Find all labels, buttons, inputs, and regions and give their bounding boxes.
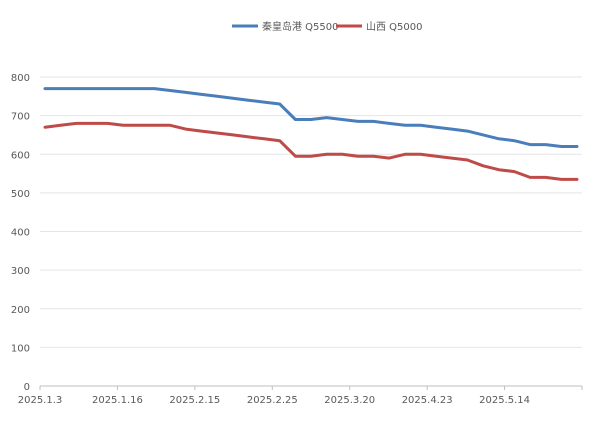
series-line-1 <box>43 121 579 181</box>
series-lines <box>43 87 579 181</box>
x-tick-label: 2025.3.20 <box>324 395 375 406</box>
y-tick-label: 200 <box>11 305 30 316</box>
x-axis: 2025.1.3 2025.1.16 2025.2.15 2025.2.25 2025.… <box>18 386 583 406</box>
series-line-0 <box>43 87 579 148</box>
legend: 秦皇岛港 Q5500 山西 Q5000 <box>232 20 423 33</box>
y-tick-label: 700 <box>11 112 30 123</box>
x-tick-label: 2025.5.14 <box>479 395 530 406</box>
y-tick-label: 600 <box>11 150 30 161</box>
gridlines <box>40 76 582 387</box>
y-tick-label: 500 <box>11 189 30 200</box>
x-tick-label: 2025.1.3 <box>18 395 63 406</box>
y-tick-label: 0 <box>24 382 30 393</box>
legend-label: 山西 Q5000 <box>366 21 423 33</box>
y-tick-label: 800 <box>11 73 30 84</box>
y-tick-label: 400 <box>11 228 30 239</box>
x-tick-label: 2025.1.16 <box>92 395 143 406</box>
y-tick-label: 300 <box>11 266 30 277</box>
x-tick-label: 2025.2.15 <box>169 395 220 406</box>
legend-label: 秦皇岛港 Q5500 <box>262 20 339 33</box>
y-tick-label: 100 <box>11 343 30 354</box>
x-tick-label: 2025.4.23 <box>402 395 453 406</box>
x-tick-label: 2025.2.25 <box>247 395 298 406</box>
y-axis-ticks: 0 100 200 300 400 500 600 700 800 <box>11 73 30 393</box>
